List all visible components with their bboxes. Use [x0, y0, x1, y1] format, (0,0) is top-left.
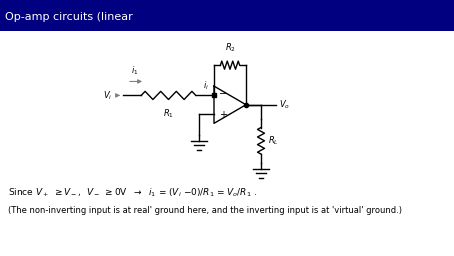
Text: Since $V_+$ $\geq$$V_-$,  $V_-$ $\geq$0V  $\rightarrow$  $i_1$ = ($V_i$ $-$0)/$R: Since $V_+$ $\geq$$V_-$, $V_-$ $\geq$0V …	[8, 186, 257, 199]
Text: $i_i$: $i_i$	[203, 79, 209, 92]
Text: Op-amp circuits (linear: Op-amp circuits (linear	[5, 12, 133, 22]
Text: $V_o$: $V_o$	[279, 99, 290, 111]
Text: +: +	[219, 110, 227, 120]
Text: $i_1$: $i_1$	[131, 64, 139, 77]
Text: (The non-inverting input is at real' ground here, and the inverting input is at : (The non-inverting input is at real' gro…	[8, 206, 402, 215]
Text: $R_2$: $R_2$	[225, 41, 236, 54]
Text: $R_1$: $R_1$	[163, 107, 174, 120]
Text: $V_i$: $V_i$	[103, 89, 112, 102]
Text: −: −	[219, 89, 227, 99]
Text: $R_L$: $R_L$	[268, 135, 279, 147]
